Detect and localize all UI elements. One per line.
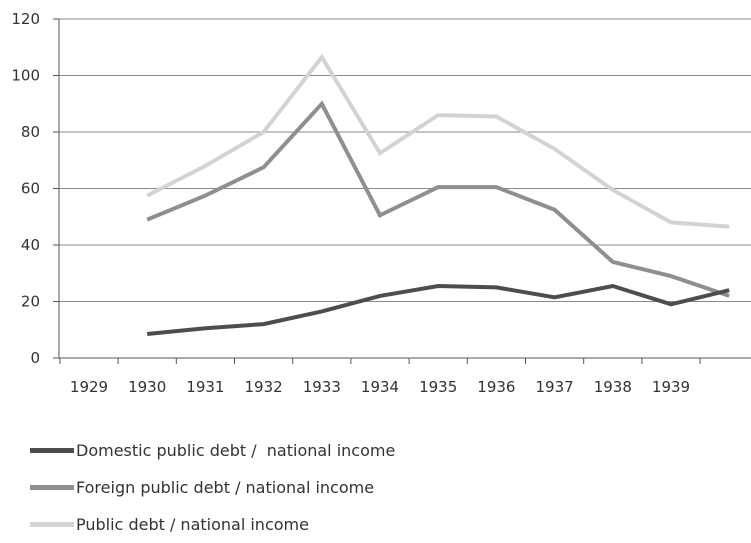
series-lines [146, 53, 730, 336]
legend-swatch-total [30, 522, 74, 527]
legend: Domestic public debt / national income F… [30, 432, 395, 543]
x-tick-label-1929: 1929 [70, 378, 108, 396]
legend-label-total: Public debt / national income [76, 515, 309, 534]
y-axis-tick-labels: 0 20 40 60 80 100 120 [11, 10, 40, 367]
x-tick-label-1935: 1935 [419, 378, 457, 396]
y-tick-label-20: 20 [21, 293, 40, 311]
legend-item-foreign: Foreign public debt / national income [30, 469, 395, 506]
legend-swatch-domestic [30, 448, 74, 453]
x-axis-tick-labels: 1929 1930 1931 1932 1933 1934 1935 1936 1937 1938… [70, 378, 690, 396]
y-tick-label-120: 120 [11, 10, 40, 28]
y-tick-label-60: 60 [21, 180, 40, 198]
legend-label-domestic: Domestic public debt / national income [76, 441, 396, 460]
legend-item-total: Public debt / national income [30, 506, 395, 543]
x-tick-label-1939: 1939 [652, 378, 690, 396]
legend-swatch-foreign [30, 485, 74, 490]
x-tick-label-1936: 1936 [477, 378, 515, 396]
legend-item-domestic: Domestic public debt / national income [30, 432, 395, 469]
gridlines [59, 18, 751, 302]
axes [53, 18, 751, 364]
x-tick-label-1930: 1930 [128, 378, 166, 396]
y-tick-label-0: 0 [30, 349, 40, 367]
y-tick-label-100: 100 [11, 67, 40, 85]
y-tick-label-80: 80 [21, 123, 40, 141]
x-tick-label-1938: 1938 [594, 378, 632, 396]
y-tick-label-40: 40 [21, 236, 40, 254]
series-line-0 [147, 283, 730, 336]
x-tick-label-1934: 1934 [361, 378, 399, 396]
legend-label-foreign: Foreign public debt / national income [76, 478, 375, 497]
x-tick-label-1931: 1931 [186, 378, 224, 396]
x-tick-label-1932: 1932 [245, 378, 283, 396]
series-line-1 [146, 100, 730, 298]
line-chart: 0 20 40 60 80 100 120 1929 1930 1931 1932 1933 1934… [11, 10, 751, 396]
x-tick-label-1933: 1933 [303, 378, 341, 396]
series-line-2 [146, 53, 730, 229]
x-tick-label-1937: 1937 [536, 378, 574, 396]
